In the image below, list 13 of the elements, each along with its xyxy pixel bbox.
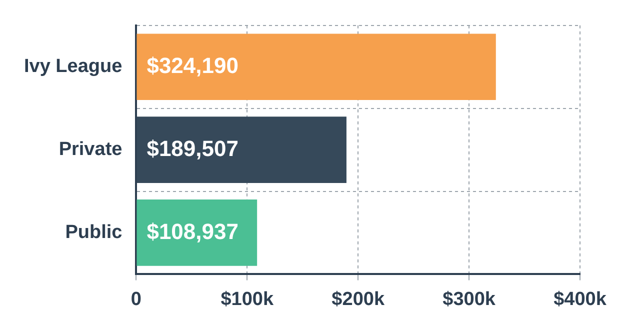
x-tick-label: 0 (130, 288, 142, 310)
bar (136, 200, 258, 266)
y-tick-label: Public (65, 222, 123, 243)
x-tick-label: $200k (332, 288, 385, 310)
data-label: $189,507 (146, 136, 238, 161)
bar (136, 34, 496, 100)
y-tick-label: Private (58, 139, 122, 160)
data-label: $108,937 (146, 218, 238, 244)
x-tick-label: $100k (220, 288, 274, 310)
data-label: $324,190 (146, 52, 238, 78)
x-tick-label: $300k (442, 288, 496, 310)
x-tick-label: $400k (554, 288, 607, 310)
y-tick-label: Ivy League (24, 56, 122, 78)
